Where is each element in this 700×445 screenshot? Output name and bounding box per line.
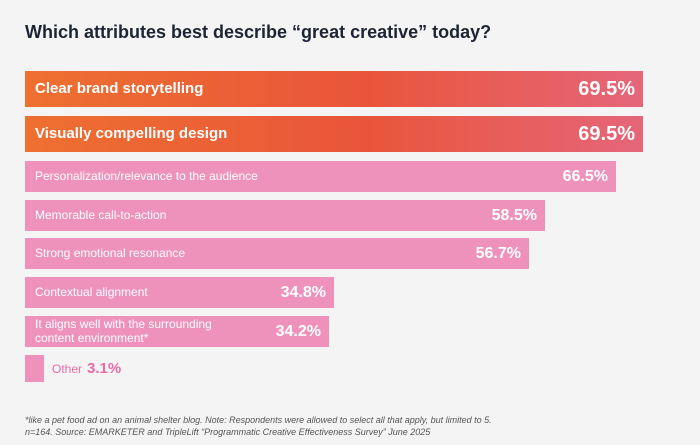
bar-value: 34.2% <box>275 322 321 340</box>
bar: It aligns well with the surrounding cont… <box>25 316 329 347</box>
bar-value: 69.5% <box>578 122 635 145</box>
bar-label: Other <box>52 361 83 376</box>
bar-value: 56.7% <box>475 244 521 262</box>
bar-label: Strong emotional resonance <box>35 245 186 260</box>
bar-label: It aligns well with the surrounding cont… <box>35 317 212 345</box>
bar-value: 58.5% <box>491 206 537 224</box>
footnote: *like a pet food ad on an animal shelter… <box>25 414 492 438</box>
bar-label: Memorable call-to-action <box>35 207 167 222</box>
bar: Clear brand storytelling 69.5% <box>25 71 643 107</box>
bar-label: Clear brand storytelling <box>35 79 204 97</box>
bar: Contextual alignment 34.8% <box>25 277 334 308</box>
footnote-line: *like a pet food ad on an animal shelter… <box>25 415 492 425</box>
chart-title: Which attributes best describe “great cr… <box>25 22 492 42</box>
bar-value: 3.1% <box>87 360 122 377</box>
footnote-source: n=164. Source: EMARKETER and TripleLift … <box>25 427 431 438</box>
bar: Strong emotional resonance 56.7% <box>25 238 529 269</box>
bar-label: Contextual alignment <box>35 284 148 299</box>
bar-label: Personalization/relevance to the audienc… <box>35 168 258 183</box>
bar: Memorable call-to-action 58.5% <box>25 200 545 231</box>
bar: Visually compelling design 69.5% <box>25 116 643 152</box>
bar-rect <box>25 355 44 382</box>
bar-value: 69.5% <box>578 77 635 100</box>
bar-value: 66.5% <box>562 167 608 185</box>
bar-other: Other 3.1% <box>25 355 121 382</box>
bar-label: Visually compelling design <box>35 124 228 142</box>
bar: Personalization/relevance to the audienc… <box>25 161 616 192</box>
bar-value: 34.8% <box>280 283 326 301</box>
